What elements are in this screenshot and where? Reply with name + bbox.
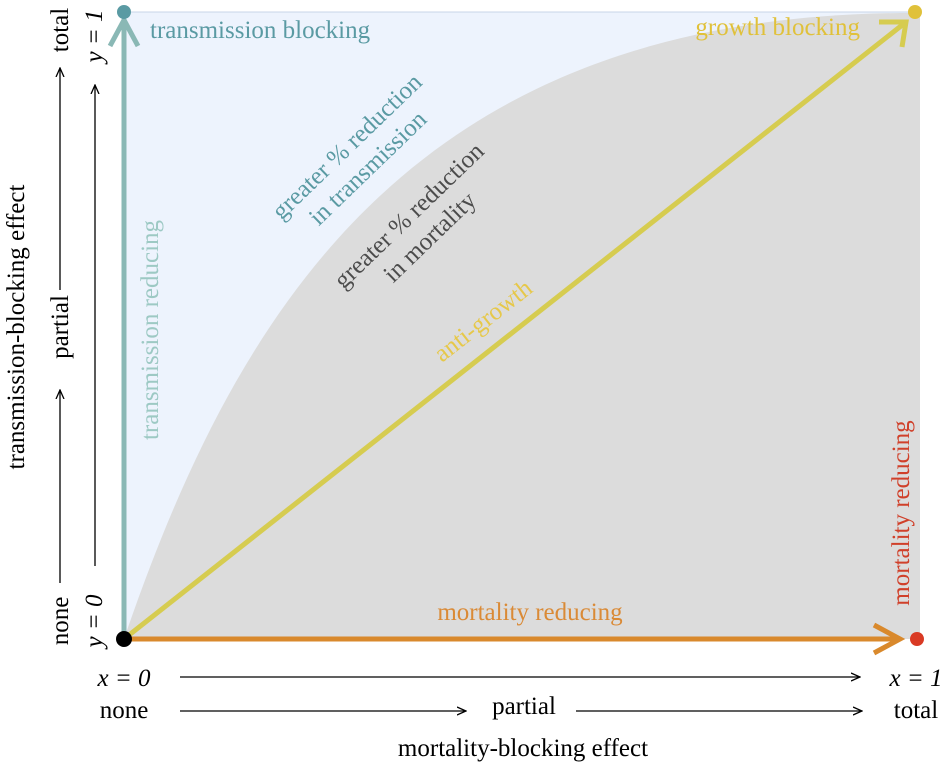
x-start-value: x = 0 (97, 665, 151, 692)
y-end-value: y = 1 (81, 10, 108, 66)
anti-growth-arrow (122, 20, 908, 641)
y-end-label: total (47, 8, 74, 52)
y-start-value: y = 0 (81, 594, 108, 650)
transmission-blocking-point (117, 5, 131, 19)
mortality-arrowhead (872, 622, 906, 656)
y-axis-title: transmission-blocking effect (3, 185, 30, 470)
transmission-arrowhead (107, 14, 141, 48)
y-mid-label: partial (47, 295, 74, 359)
anti-growth-arrowhead (879, 19, 909, 48)
x-end-label: total (894, 697, 938, 724)
mortality-reducing-horizontal-label: mortality reducing (437, 599, 623, 626)
growth-blocking-point (908, 5, 922, 19)
transmission-reducing-label: transmission reducing (137, 219, 164, 440)
mortality-reducing-vertical-label: mortality reducing (888, 420, 915, 606)
x-mid-label: partial (492, 693, 556, 720)
mortality-reducing-point (910, 632, 924, 646)
origin-point (116, 631, 132, 647)
y-start-label: none (47, 597, 74, 646)
transmission-blocking-label: transmission blocking (150, 17, 371, 44)
x-end-value: x = 1 (889, 665, 943, 692)
growth-blocking-label: growth blocking (695, 14, 860, 41)
x-start-label: none (100, 697, 149, 724)
x-axis-title: mortality-blocking effect (398, 735, 648, 762)
